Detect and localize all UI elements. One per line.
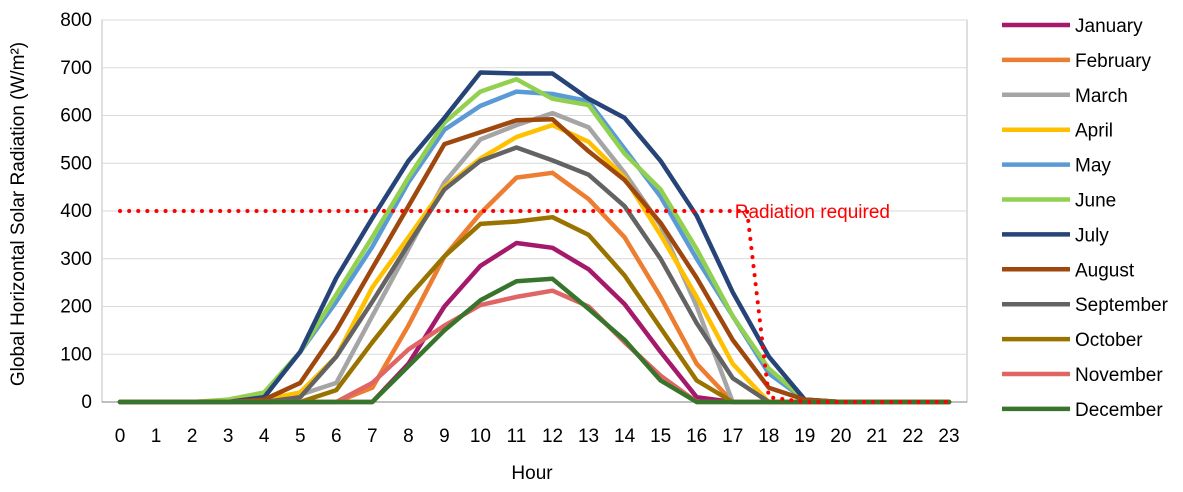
series-line-january [117,240,952,405]
x-tick-label: 2 [187,426,198,447]
x-tick-label: 23 [938,426,959,447]
series-line-august [117,117,952,405]
x-tick-label: 3 [223,426,234,447]
legend-label-december: December [1075,400,1163,421]
series-line-june [117,76,952,405]
series-line-december [117,276,952,405]
x-tick-label: 20 [830,426,851,447]
y-axis-label: Global Horizontal Solar Radiation (W/m²) [8,42,29,386]
series-line-march [117,110,952,405]
x-tick-label: 14 [614,426,636,447]
x-tick-label: 4 [259,426,270,447]
legend-label-july: July [1075,225,1109,246]
legend-label-september: September [1075,295,1169,316]
radiation-required-line [118,209,951,404]
x-tick-label: 9 [439,426,450,447]
y-tick-label: 300 [60,249,92,270]
y-tick-label: 700 [60,58,92,79]
x-tick-label: 5 [295,426,306,447]
x-tick-label: 19 [794,426,815,447]
y-tick-label: 800 [60,10,92,31]
x-tick-label: 11 [507,426,527,447]
x-tick-label: 16 [686,426,707,447]
legend-label-march: March [1075,86,1128,107]
x-tick-label: 1 [151,426,162,447]
x-tick-label: 21 [866,426,887,447]
legend-label-august: August [1075,260,1135,281]
legend-label-june: June [1075,191,1116,212]
legend-label-february: February [1075,51,1152,72]
x-tick-label: 10 [470,426,491,447]
legend-label-october: October [1075,330,1143,351]
series-line-september [117,145,952,405]
y-tick-label: 500 [60,153,92,174]
legend-label-may: May [1075,156,1111,177]
y-tick-label: 600 [60,106,92,127]
y-tick-label: 100 [60,344,92,365]
x-tick-label: 7 [367,426,378,447]
legend-label-april: April [1075,121,1113,142]
x-tick-label: 12 [542,426,563,447]
x-tick-label: 8 [403,426,414,447]
x-tick-label: 18 [758,426,779,447]
series-line-november [117,288,952,405]
legend-label-november: November [1075,365,1163,386]
x-tick-label: 22 [902,426,923,447]
x-axis-label: Hour [511,463,553,484]
x-tick-label: 0 [115,426,126,447]
series-line-april [117,122,952,405]
y-tick-label: 200 [60,297,92,318]
x-tick-label: 6 [331,426,342,447]
radiation-required-label: Radiation required [735,202,890,223]
y-tick-label: 400 [60,201,92,222]
x-tick-label: 17 [722,426,743,447]
legend-label-january: January [1075,16,1143,37]
x-tick-label: 13 [578,426,599,447]
x-tick-label: 15 [650,426,671,447]
y-tick-label: 0 [81,392,92,413]
